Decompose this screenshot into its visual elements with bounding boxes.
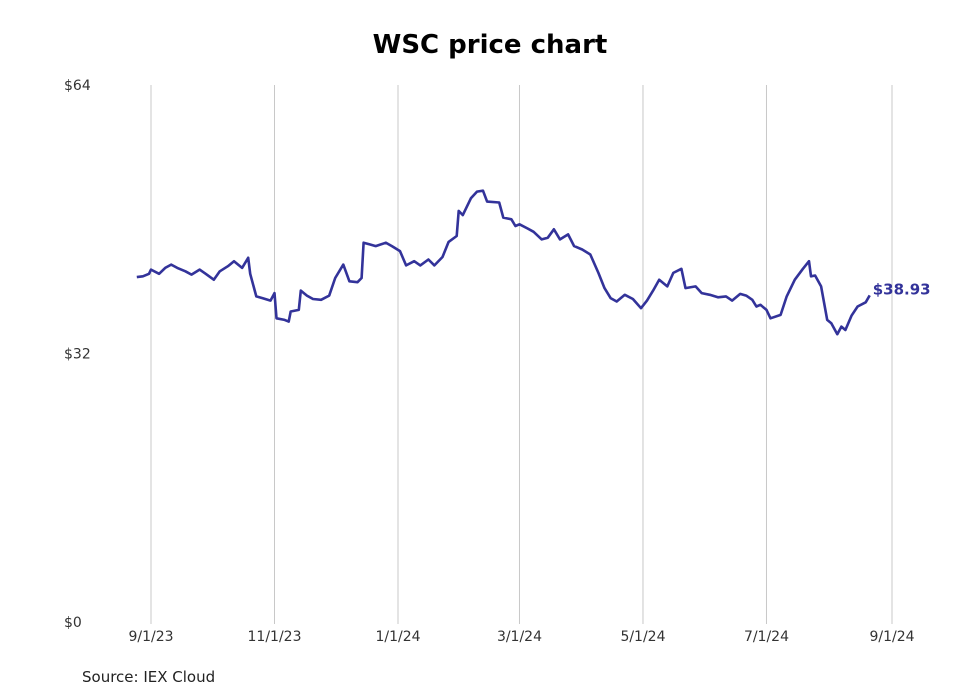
last-price-label: $38.93 <box>873 280 931 298</box>
y-tick-label-1: $32 <box>64 347 91 363</box>
price-series-line <box>136 189 871 336</box>
y-tick-label-0: $0 <box>64 615 82 631</box>
chart-title: WSC price chart <box>372 30 608 60</box>
x-tick-label-2: 1/1/24 <box>375 629 420 645</box>
x-tick-label-5: 7/1/24 <box>744 629 789 645</box>
source-note: Source: IEX Cloud <box>82 668 216 686</box>
x-tick-label-4: 5/1/24 <box>620 629 665 645</box>
x-tick-label-3: 3/1/24 <box>497 629 542 645</box>
x-tick-label-6: 9/1/24 <box>869 629 914 645</box>
grid-lines <box>150 85 893 624</box>
y-axis-ticks: $0 $32 $64 <box>64 78 91 631</box>
x-tick-label-1: 11/1/23 <box>248 629 302 645</box>
y-tick-label-2: $64 <box>64 78 91 94</box>
x-tick-label-0: 9/1/23 <box>128 629 173 645</box>
x-axis-ticks: 9/1/23 11/1/23 1/1/24 3/1/24 5/1/24 7/1/24 9/1… <box>128 629 914 645</box>
